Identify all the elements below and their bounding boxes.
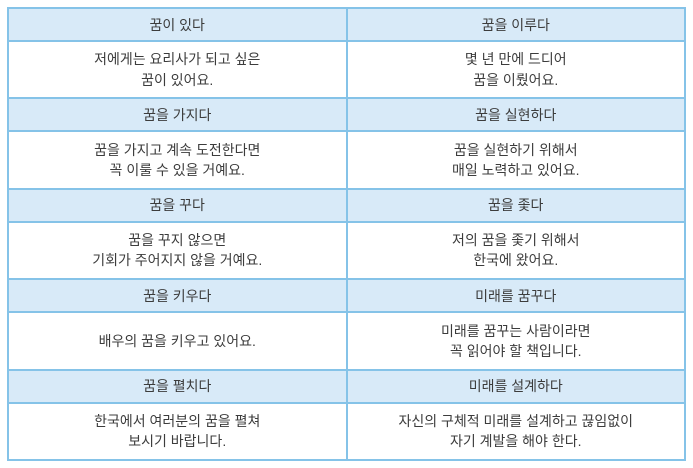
example-cell: 저의 꿈을 좇기 위해서 한국에 왔어요.	[347, 222, 684, 279]
term-cell: 꿈을 펼치다	[9, 370, 346, 402]
term-cell: 꿈을 꾸다	[9, 189, 346, 221]
example-cell: 꿈을 꾸지 않으면 기회가 주어지지 않을 거예요.	[9, 222, 346, 279]
example-cell: 꿈을 실현하기 위해서 매일 노력하고 있어요.	[347, 132, 684, 188]
example-cell: 자신의 구체적 미래를 설계하고 끊임없이 자기 계발을 해야 한다.	[347, 403, 684, 459]
example-cell: 몇 년 만에 드디어 꿈을 이뤘어요.	[347, 42, 684, 98]
example-cell: 저에게는 요리사가 되고 싶은 꿈이 있어요.	[9, 42, 346, 98]
example-cell: 배우의 꿈을 키우고 있어요.	[9, 313, 346, 369]
term-cell: 꿈을 실현하다	[347, 99, 684, 131]
example-cell: 꿈을 가지고 계속 도전한다면 꼭 이룰 수 있을 거예요.	[9, 132, 346, 188]
term-cell: 꿈을 이루다	[347, 9, 684, 40]
term-cell: 미래를 설계하다	[347, 370, 684, 402]
term-cell: 꿈을 키우다	[9, 280, 346, 312]
vocab-table: 꿈이 있다 꿈을 이루다 저에게는 요리사가 되고 싶은 꿈이 있어요. 몇 년…	[7, 7, 686, 461]
term-cell: 꿈을 좇다	[347, 189, 684, 221]
example-cell: 미래를 꿈꾸는 사람이라면 꼭 읽어야 할 책입니다.	[347, 313, 684, 369]
term-cell: 미래를 꿈꾸다	[347, 280, 684, 312]
term-cell: 꿈이 있다	[9, 9, 346, 40]
example-cell: 한국에서 여러분의 꿈을 펼쳐 보시기 바랍니다.	[9, 403, 346, 459]
term-cell: 꿈을 가지다	[9, 99, 346, 131]
